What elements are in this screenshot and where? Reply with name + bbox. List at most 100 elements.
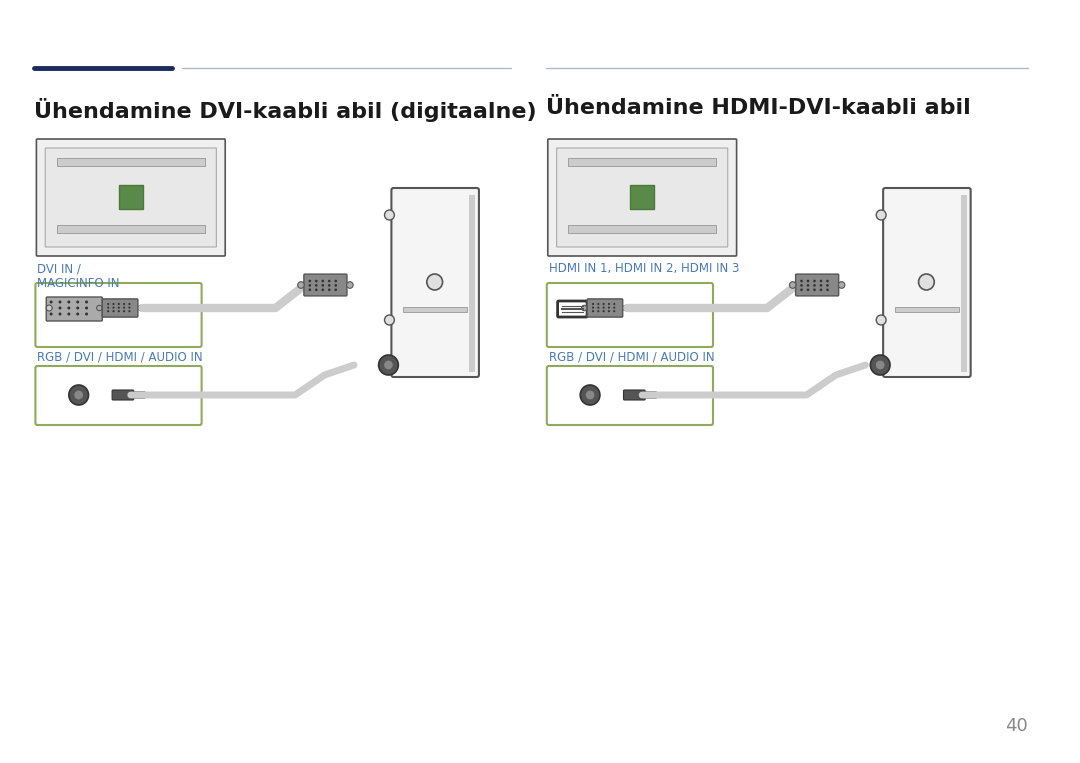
Bar — [403, 307, 468, 312]
FancyBboxPatch shape — [623, 390, 645, 400]
Circle shape — [427, 274, 443, 290]
Circle shape — [118, 310, 120, 312]
Circle shape — [107, 310, 109, 312]
Circle shape — [838, 282, 845, 288]
Circle shape — [67, 313, 70, 315]
FancyBboxPatch shape — [391, 188, 478, 377]
Circle shape — [73, 390, 83, 400]
Bar — [961, 195, 967, 372]
Text: Ühendamine DVI-kaabli abil (digitaalne): Ühendamine DVI-kaabli abil (digitaalne) — [35, 98, 537, 122]
Circle shape — [813, 280, 815, 282]
Text: RGB / DVI / HDMI / AUDIO IN: RGB / DVI / HDMI / AUDIO IN — [549, 350, 714, 363]
FancyBboxPatch shape — [103, 299, 138, 317]
Circle shape — [592, 310, 594, 312]
Bar — [57, 158, 204, 166]
Circle shape — [820, 280, 822, 282]
FancyBboxPatch shape — [131, 392, 145, 398]
Circle shape — [384, 315, 394, 325]
Circle shape — [800, 288, 802, 291]
Circle shape — [379, 355, 399, 375]
Circle shape — [800, 280, 802, 282]
FancyBboxPatch shape — [883, 188, 971, 377]
Circle shape — [592, 303, 594, 305]
FancyBboxPatch shape — [546, 366, 713, 425]
Bar — [57, 225, 204, 233]
Circle shape — [107, 307, 109, 309]
Bar — [568, 225, 716, 233]
Circle shape — [608, 307, 610, 309]
Circle shape — [309, 288, 311, 291]
Circle shape — [826, 284, 828, 287]
Circle shape — [585, 390, 595, 400]
Circle shape — [50, 301, 53, 304]
FancyBboxPatch shape — [546, 283, 713, 347]
Circle shape — [50, 313, 53, 315]
Circle shape — [107, 303, 109, 305]
Circle shape — [309, 284, 311, 287]
Circle shape — [58, 301, 62, 304]
Circle shape — [613, 307, 616, 309]
Circle shape — [67, 307, 70, 310]
Circle shape — [58, 313, 62, 315]
Circle shape — [875, 360, 886, 370]
Circle shape — [335, 280, 337, 282]
Circle shape — [623, 305, 629, 311]
Bar — [895, 307, 959, 312]
Circle shape — [335, 284, 337, 287]
Circle shape — [820, 288, 822, 291]
Circle shape — [328, 280, 330, 282]
FancyBboxPatch shape — [303, 274, 347, 296]
Circle shape — [85, 313, 87, 315]
Circle shape — [335, 288, 337, 291]
Circle shape — [603, 303, 605, 305]
FancyBboxPatch shape — [36, 366, 202, 425]
Circle shape — [328, 284, 330, 287]
Circle shape — [807, 284, 809, 287]
Circle shape — [592, 307, 594, 309]
FancyBboxPatch shape — [548, 139, 737, 256]
Circle shape — [603, 310, 605, 312]
Text: Ühendamine HDMI-DVI-kaabli abil: Ühendamine HDMI-DVI-kaabli abil — [545, 98, 971, 118]
Circle shape — [58, 307, 62, 310]
Circle shape — [112, 310, 114, 312]
FancyBboxPatch shape — [556, 148, 728, 247]
Circle shape — [309, 280, 311, 282]
FancyBboxPatch shape — [588, 299, 623, 317]
Circle shape — [118, 303, 120, 305]
Circle shape — [347, 282, 353, 288]
Circle shape — [608, 310, 610, 312]
Text: 40: 40 — [1005, 717, 1028, 735]
Circle shape — [46, 305, 52, 311]
Circle shape — [613, 310, 616, 312]
FancyBboxPatch shape — [642, 392, 657, 398]
Circle shape — [876, 315, 886, 325]
Text: DVI IN /
MAGICINFO IN: DVI IN / MAGICINFO IN — [38, 262, 120, 290]
Circle shape — [69, 385, 89, 405]
FancyBboxPatch shape — [37, 139, 226, 256]
FancyBboxPatch shape — [36, 283, 202, 347]
Circle shape — [876, 210, 886, 220]
Circle shape — [118, 307, 120, 309]
Circle shape — [112, 303, 114, 305]
Circle shape — [298, 282, 305, 288]
Circle shape — [322, 284, 324, 287]
Circle shape — [97, 305, 102, 311]
Circle shape — [129, 310, 131, 312]
Circle shape — [328, 288, 330, 291]
Circle shape — [129, 307, 131, 309]
Circle shape — [315, 280, 318, 282]
Circle shape — [603, 307, 605, 309]
Circle shape — [608, 303, 610, 305]
Circle shape — [77, 301, 79, 304]
Circle shape — [384, 210, 394, 220]
Circle shape — [85, 307, 87, 310]
Bar — [631, 185, 654, 209]
Circle shape — [138, 305, 144, 311]
Circle shape — [820, 284, 822, 287]
Circle shape — [807, 288, 809, 291]
Circle shape — [112, 307, 114, 309]
Circle shape — [597, 307, 599, 309]
FancyBboxPatch shape — [796, 274, 839, 296]
Bar — [469, 195, 475, 372]
Circle shape — [77, 307, 79, 310]
